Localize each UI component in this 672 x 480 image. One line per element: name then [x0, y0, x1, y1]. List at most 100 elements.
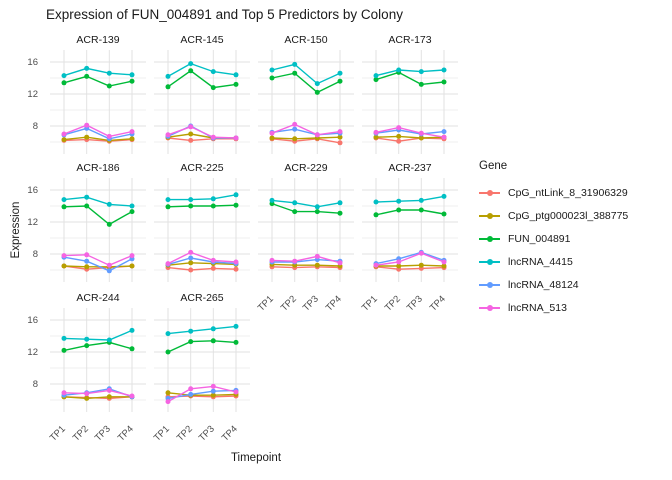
series-line-lncRNA_513: [167, 385, 237, 403]
data-point-lncRNA_513: [106, 387, 112, 393]
data-point-CpG_ptg000023l_388775: [129, 263, 135, 269]
data-point-lncRNA_513: [129, 393, 135, 399]
y-tick-label: 12: [27, 216, 38, 228]
series-line-lncRNA_513: [375, 252, 445, 266]
data-point-lncRNA_513: [165, 261, 171, 267]
series-line-lncRNA_4415: [63, 196, 133, 207]
legend: Gene CpG_ntLink_8_31906329 CpG_ptg000023l…: [479, 160, 628, 319]
data-point-lncRNA_513: [269, 130, 275, 136]
x-tick-label: TP1: [359, 293, 380, 314]
data-point-lncRNA_4415: [233, 323, 239, 329]
series-line-FUN_004891: [375, 209, 445, 216]
series-line-CpG_ptg000023l_388775: [167, 392, 237, 396]
data-point-lncRNA_4415: [188, 328, 194, 334]
data-point-CpG_ptg000023l_388775: [337, 134, 343, 140]
x-tick-label: TP3: [301, 293, 322, 314]
series-line-FUN_004891: [271, 72, 341, 94]
data-point-lncRNA_4415: [292, 200, 298, 206]
series-line-FUN_004891: [63, 205, 133, 226]
data-point-CpG_ptg000023l_388775: [84, 264, 90, 270]
facet-strip-label: ACR-237: [388, 162, 432, 174]
legend-key-icon: [479, 188, 500, 198]
data-point-lncRNA_4415: [61, 73, 67, 79]
legend-item: lncRNA_48124: [479, 273, 628, 296]
data-point-lncRNA_513: [418, 130, 424, 136]
data-point-CpG_ptg000023l_388775: [188, 260, 194, 266]
data-point-lncRNA_513: [373, 129, 379, 135]
data-point-lncRNA_4415: [61, 335, 67, 341]
legend-item: lncRNA_513: [479, 296, 628, 319]
data-point-lncRNA_513: [337, 129, 343, 135]
data-point-lncRNA_513: [292, 121, 298, 127]
data-point-CpG_ntLink_8_31906329: [337, 140, 343, 146]
data-point-lncRNA_4415: [314, 204, 320, 210]
data-point-FUN_004891: [61, 80, 67, 86]
data-point-lncRNA_513: [233, 135, 239, 141]
series-line-FUN_004891: [63, 341, 133, 352]
series-line-CpG_ptg000023l_388775: [271, 263, 341, 267]
series-line-lncRNA_513: [375, 126, 445, 138]
series-line-lncRNA_4415: [167, 325, 237, 335]
data-point-lncRNA_4415: [129, 327, 135, 333]
data-point-FUN_004891: [337, 78, 343, 84]
data-point-lncRNA_513: [314, 253, 320, 259]
facet-panel-ACR-225: [154, 178, 250, 282]
series-line-lncRNA_4415: [271, 63, 341, 85]
data-point-CpG_ptg000023l_388775: [84, 395, 90, 401]
legend-label: CpG_ntLink_8_31906329: [508, 186, 628, 199]
facet-panel-ACR-139: [50, 50, 146, 154]
data-point-lncRNA_4415: [396, 198, 402, 204]
data-point-CpG_ptg000023l_388775: [269, 135, 275, 141]
data-point-FUN_004891: [188, 68, 194, 74]
data-point-lncRNA_4415: [373, 73, 379, 79]
data-point-FUN_004891: [396, 207, 402, 213]
data-point-CpG_ptg000023l_388775: [418, 135, 424, 141]
series-line-lncRNA_48124: [375, 129, 445, 135]
data-point-lncRNA_4415: [269, 67, 275, 73]
data-point-lncRNA_513: [292, 258, 298, 264]
data-point-FUN_004891: [129, 346, 135, 352]
series-line-CpG_ntLink_8_31906329: [271, 138, 341, 144]
y-tick-label: 16: [27, 184, 38, 196]
series-line-lncRNA_513: [167, 126, 237, 139]
x-tick-label: TP3: [405, 293, 426, 314]
data-point-CpG_ptg000023l_388775: [165, 390, 171, 396]
data-point-FUN_004891: [233, 339, 239, 345]
data-point-lncRNA_4415: [84, 65, 90, 71]
data-point-FUN_004891: [106, 221, 112, 227]
data-point-FUN_004891: [292, 209, 298, 215]
facet-strip-label: ACR-173: [388, 34, 432, 46]
legend-item: CpG_ntLink_8_31906329: [479, 181, 628, 204]
legend-key-icon: [479, 234, 500, 244]
data-point-lncRNA_48124: [292, 126, 298, 132]
data-point-FUN_004891: [373, 77, 379, 83]
y-tick-label: 16: [27, 314, 38, 326]
legend-label: CpG_ptg000023l_388775: [508, 209, 629, 222]
data-point-CpG_ptg000023l_388775: [373, 134, 379, 140]
legend-label: lncRNA_48124: [508, 278, 579, 291]
data-point-CpG_ptg000023l_388775: [61, 263, 67, 269]
data-point-FUN_004891: [210, 85, 216, 91]
data-point-lncRNA_513: [233, 259, 239, 265]
data-point-lncRNA_4415: [314, 81, 320, 87]
legend-item: CpG_ptg000023l_388775: [479, 204, 628, 227]
series-line-lncRNA_4415: [167, 62, 237, 78]
data-point-lncRNA_513: [269, 257, 275, 263]
data-point-FUN_004891: [165, 204, 171, 210]
data-point-FUN_004891: [418, 81, 424, 87]
data-point-FUN_004891: [441, 79, 447, 85]
y-tick-label: 8: [32, 248, 38, 260]
data-point-lncRNA_513: [165, 132, 171, 138]
series-line-lncRNA_48124: [271, 128, 341, 136]
x-tick-label: TP2: [174, 423, 195, 444]
x-tick-label: TP2: [382, 293, 403, 314]
data-point-FUN_004891: [188, 203, 194, 209]
data-point-CpG_ptg000023l_388775: [61, 137, 67, 143]
data-point-lncRNA_4415: [292, 61, 298, 67]
series-line-CpG_ntLink_8_31906329: [63, 138, 133, 142]
series-line-lncRNA_4415: [63, 329, 133, 341]
data-point-lncRNA_513: [188, 386, 194, 392]
series-line-lncRNA_4415: [375, 195, 445, 203]
series-line-FUN_004891: [167, 204, 237, 208]
